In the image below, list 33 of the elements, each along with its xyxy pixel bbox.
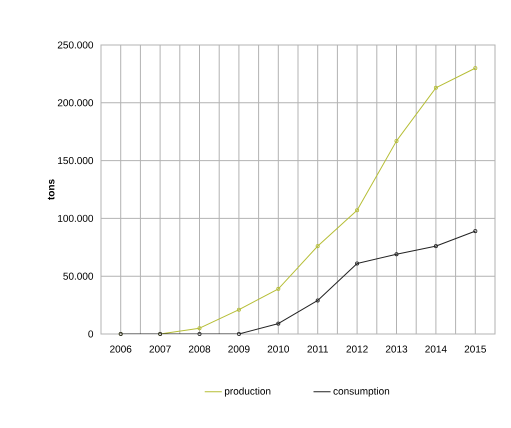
x-tick-label: 2008 bbox=[188, 346, 210, 353]
point bbox=[198, 332, 202, 336]
x-tick-label: 2015 bbox=[464, 346, 486, 353]
point bbox=[276, 286, 280, 291]
y-tick-label: 200.000 bbox=[58, 99, 94, 106]
point bbox=[198, 326, 202, 330]
x-tick-label: 2009 bbox=[228, 346, 250, 353]
point bbox=[236, 308, 241, 312]
point bbox=[355, 261, 360, 266]
x-tick-label: 2013 bbox=[386, 346, 408, 353]
point bbox=[394, 252, 398, 256]
point bbox=[434, 244, 438, 248]
y-tick-label: 0 bbox=[88, 330, 94, 338]
point bbox=[316, 244, 320, 248]
x-tick-label: 2007 bbox=[149, 346, 171, 353]
point bbox=[394, 138, 398, 143]
point bbox=[355, 208, 360, 212]
x-tick-label: 2014 bbox=[425, 346, 447, 353]
y-tick-label: 150.000 bbox=[58, 157, 94, 164]
x-tick-label: 2010 bbox=[268, 346, 290, 353]
x-tick-label: 2012 bbox=[346, 346, 368, 353]
legend-label: consumption bbox=[333, 387, 390, 397]
point bbox=[316, 298, 320, 302]
y-tick-label: 250.000 bbox=[58, 41, 94, 49]
point bbox=[236, 332, 241, 336]
x-tick-label: 2006 bbox=[110, 346, 132, 353]
y-tick-label: 100.000 bbox=[58, 214, 94, 222]
legend-label: production bbox=[224, 387, 270, 397]
y-tick-label: 50.000 bbox=[63, 272, 94, 280]
point bbox=[276, 322, 280, 326]
point bbox=[434, 86, 438, 90]
y-axis-title: tons bbox=[48, 179, 54, 200]
x-tick-label: 2011 bbox=[307, 346, 328, 353]
